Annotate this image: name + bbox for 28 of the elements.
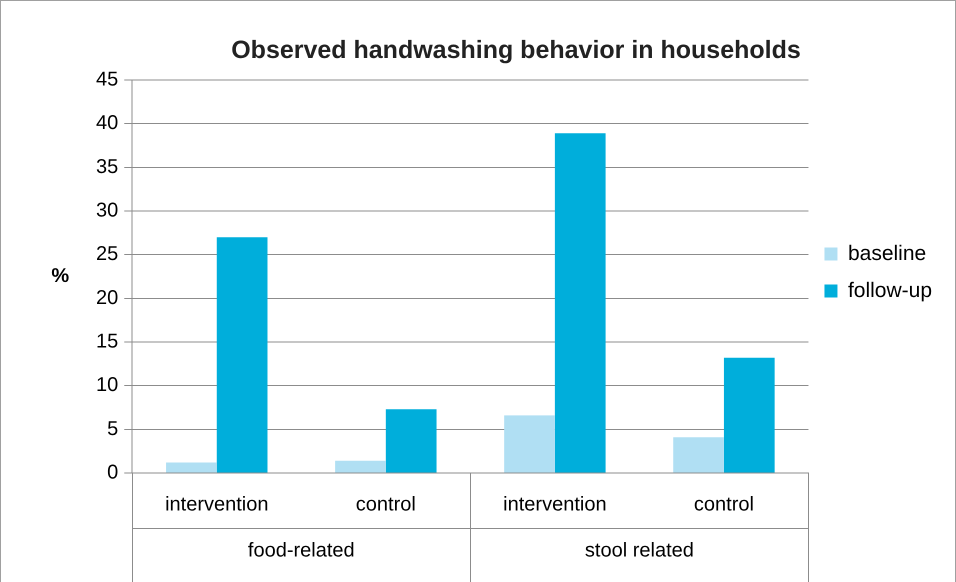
y-tick-label: 20 — [96, 286, 118, 309]
bar — [335, 460, 386, 472]
y-tick-label: 0 — [107, 462, 118, 484]
text: stool related — [584, 540, 694, 562]
y-tick-label: 40 — [96, 112, 118, 134]
bar — [504, 415, 555, 472]
y-tick-label: 10 — [96, 374, 118, 396]
x-tick-label: control — [356, 494, 416, 516]
bar — [166, 462, 217, 472]
y-tick-label: 45 — [96, 68, 118, 91]
y-tick-label: 25 — [96, 243, 118, 266]
legend-label: follow-up — [848, 278, 932, 302]
y-tick-label: 5 — [107, 418, 118, 440]
y-tick-label: 15 — [96, 330, 118, 353]
legend-label: baseline — [848, 242, 926, 265]
y-tick-label: 35 — [96, 156, 118, 178]
bar — [554, 133, 606, 472]
chart-title: Observed handwashing behavior in households — [231, 36, 801, 64]
x-tick-label: intervention — [165, 494, 268, 516]
bar — [216, 237, 268, 472]
y-axis-title: % — [51, 265, 70, 288]
bar — [386, 409, 437, 472]
y-tick-label: 30 — [96, 200, 118, 222]
text: food-related — [248, 540, 355, 562]
x-tick-label: intervention — [503, 494, 607, 516]
bar — [673, 437, 724, 472]
bar — [724, 358, 775, 472]
x-tick-label: control — [694, 494, 754, 516]
